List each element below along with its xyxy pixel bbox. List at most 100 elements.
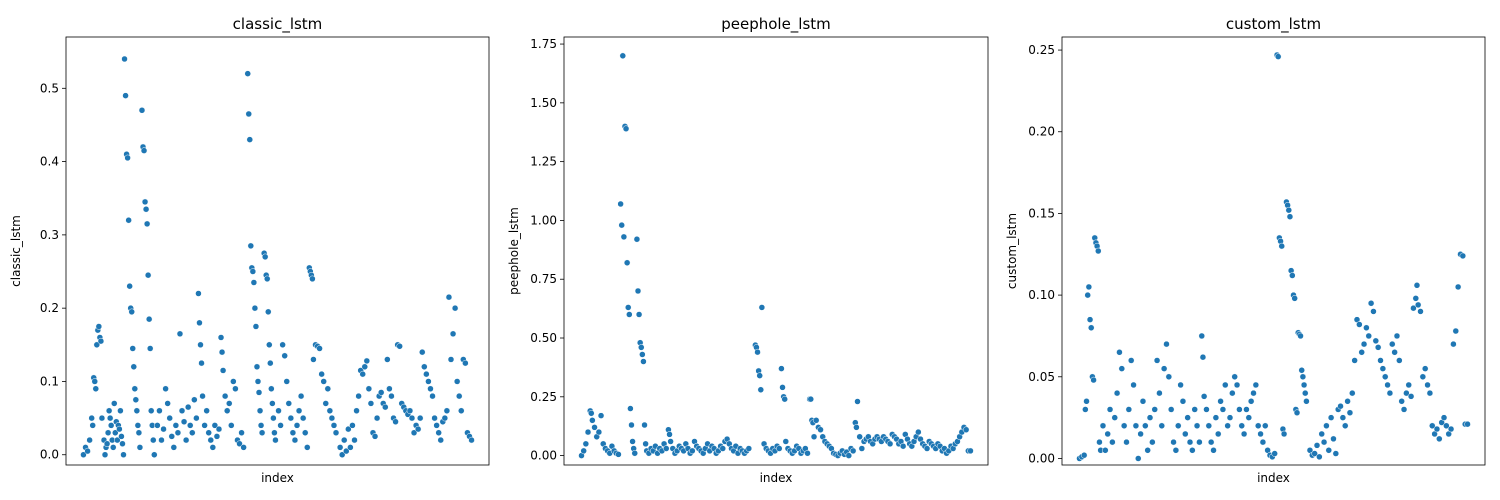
data-point <box>269 400 276 407</box>
data-point <box>423 370 430 378</box>
data-point <box>1236 406 1243 413</box>
data-point <box>1090 376 1097 384</box>
data-point <box>1433 425 1441 433</box>
data-point <box>582 440 590 448</box>
data-point <box>147 407 155 415</box>
data-point <box>1396 357 1403 364</box>
data-point <box>97 337 105 345</box>
data-point <box>209 444 217 451</box>
data-point <box>195 290 202 297</box>
data-point <box>322 400 329 407</box>
data-point <box>1245 414 1253 421</box>
data-point <box>1160 365 1168 372</box>
data-point <box>371 433 379 440</box>
x-axis-label: index <box>261 471 294 485</box>
data-point <box>449 330 457 338</box>
data-point <box>297 392 305 400</box>
data-point <box>392 418 399 426</box>
y-tick-label: 0.20 <box>1028 125 1055 139</box>
data-point <box>756 372 763 379</box>
data-point <box>1271 450 1278 457</box>
data-point <box>105 407 113 415</box>
data-point <box>244 70 251 77</box>
data-point <box>1132 422 1140 430</box>
data-point <box>1226 414 1234 421</box>
data-point <box>1360 340 1368 348</box>
data-point <box>285 400 293 407</box>
data-point <box>468 436 475 444</box>
data-point <box>1464 420 1471 428</box>
data-point <box>633 235 641 243</box>
data-point <box>226 400 233 407</box>
data-point <box>373 414 381 422</box>
data-point <box>176 330 184 338</box>
data-point <box>117 407 124 415</box>
data-point <box>628 421 635 429</box>
data-point <box>230 378 237 385</box>
data-point <box>1403 389 1410 397</box>
data-point <box>201 422 208 429</box>
data-point <box>136 444 144 451</box>
data-point <box>1214 430 1222 438</box>
data-point <box>186 422 194 429</box>
data-point <box>205 429 212 436</box>
data-point <box>1379 365 1387 372</box>
data-point <box>236 440 243 447</box>
data-point <box>1179 398 1187 405</box>
data-point <box>1130 381 1137 389</box>
data-point <box>622 125 630 132</box>
data-point <box>757 386 765 393</box>
data-point <box>119 440 126 447</box>
data-point <box>591 424 598 431</box>
data-point <box>388 392 395 400</box>
data-point <box>1205 422 1213 430</box>
data-point <box>845 452 853 459</box>
data-point <box>1084 291 1091 299</box>
data-point <box>1278 242 1285 250</box>
y-tick-label: 1.25 <box>530 155 557 169</box>
data-point <box>1210 447 1217 454</box>
data-point <box>1325 447 1333 454</box>
data-point <box>109 444 117 451</box>
data-point <box>1083 398 1090 405</box>
data-point <box>1170 438 1177 446</box>
y-tick-label: 1.75 <box>530 37 557 51</box>
data-point <box>270 414 277 422</box>
data-point <box>116 425 123 433</box>
data-point <box>406 407 414 415</box>
data-point <box>95 323 103 330</box>
data-point <box>627 405 634 412</box>
y-tick-label: 0.3 <box>40 228 59 242</box>
data-point <box>1419 373 1427 381</box>
data-point <box>1113 389 1121 397</box>
data-point <box>1118 365 1126 372</box>
data-point <box>776 445 783 452</box>
data-point <box>458 407 465 415</box>
data-point <box>134 422 142 429</box>
data-point <box>88 414 95 422</box>
scatter-series <box>1076 51 1471 462</box>
data-point <box>172 422 180 429</box>
data-point <box>343 447 350 455</box>
data-point <box>191 396 198 404</box>
data-point <box>162 385 169 393</box>
data-point <box>419 348 426 356</box>
data-point <box>1332 450 1340 457</box>
data-point <box>211 422 219 429</box>
data-point <box>1323 422 1330 430</box>
data-point <box>267 359 274 367</box>
data-point <box>351 436 358 444</box>
data-point <box>1377 357 1384 364</box>
y-tick-label: 0.25 <box>530 390 557 404</box>
y-tick-label: 0.75 <box>530 272 557 286</box>
data-point <box>218 348 226 356</box>
data-point <box>1259 438 1267 446</box>
data-point <box>1167 406 1175 413</box>
data-point <box>1440 414 1448 421</box>
data-point <box>1231 373 1238 381</box>
data-point <box>219 367 227 374</box>
data-point <box>754 348 761 356</box>
data-point <box>441 414 449 422</box>
data-point <box>283 378 290 385</box>
